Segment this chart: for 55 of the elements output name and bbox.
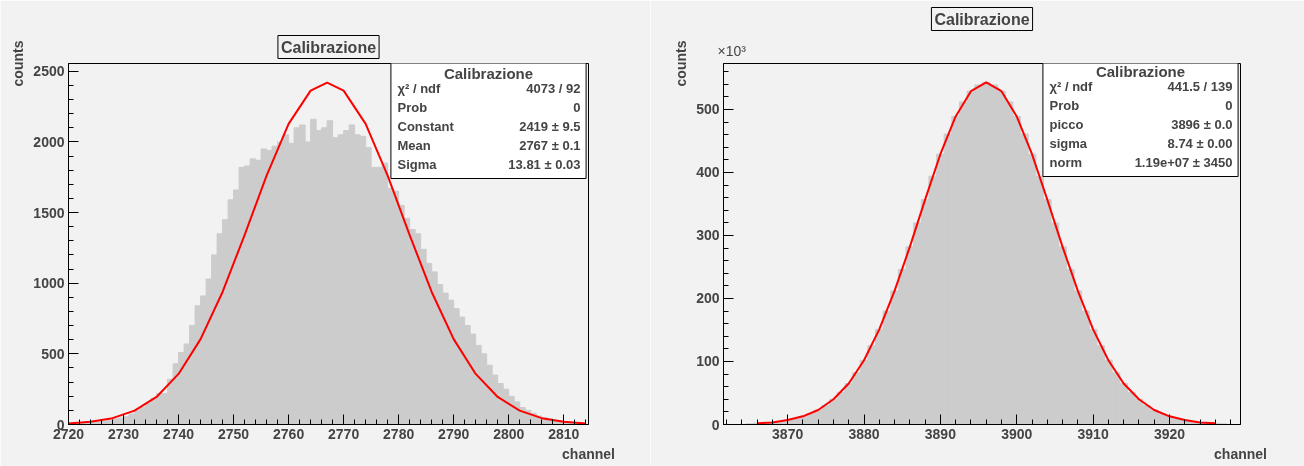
y-tick-label: 2500	[33, 63, 65, 80]
annotation: sigma	[1049, 136, 1088, 151]
x-tick-label: 3900	[1001, 425, 1033, 442]
annotation: Sigma	[397, 157, 438, 172]
annotation: 441.5 / 139	[1167, 79, 1233, 94]
y-tick-label: 100	[696, 353, 720, 370]
annotation: Calibrazione	[1095, 62, 1186, 80]
annotation: χ² / ndf	[397, 81, 442, 96]
y-tick-label: 500	[696, 101, 720, 118]
y-tick-label: 200	[696, 290, 720, 307]
annotation: Constant	[397, 119, 455, 134]
x-axis-title: channel	[1214, 445, 1267, 462]
chart-title: Calibrazione	[280, 38, 377, 56]
annotation: 2767 ± 0.1	[519, 138, 581, 153]
y-tick-label: 500	[41, 345, 65, 362]
y-tick-label: 0	[711, 416, 720, 433]
annotation: 1.19e+07 ± 3450	[1134, 155, 1233, 170]
x-tick-label: 2740	[162, 425, 195, 442]
x-tick-label: 2750	[218, 425, 250, 442]
y-tick-label: 1000	[33, 275, 65, 292]
x-axis-title: channel	[562, 445, 615, 462]
y-tick-label: 400	[696, 164, 720, 181]
x-tick-label: 3910	[1077, 425, 1109, 442]
annotation: norm	[1049, 155, 1082, 170]
annotation: Prob	[397, 100, 428, 115]
x-tick-label: 2780	[383, 425, 415, 442]
y-tick-label: 1500	[33, 204, 65, 221]
y-tick-label: 300	[696, 227, 720, 244]
annotation: 3896 ± 0.0	[1171, 117, 1233, 132]
x-tick-label: 2800	[493, 425, 525, 442]
x-tick-label: 3890	[924, 425, 957, 442]
annotation: Prob	[1049, 98, 1080, 113]
x-tick-label: 3880	[848, 425, 880, 442]
y-tick-label: 2000	[33, 133, 65, 150]
annotation: picco	[1049, 117, 1084, 132]
x-tick-label: 2760	[273, 425, 305, 442]
annotation: Calibrazione	[443, 64, 534, 82]
annotation: 2419 ± 9.5	[519, 119, 581, 134]
annotation: 4073 / 92	[526, 81, 581, 96]
y-axis-title: counts	[673, 40, 690, 87]
x-tick-label: 2810	[548, 425, 580, 442]
x-tick-label: 2770	[328, 425, 360, 442]
y-axis-title: counts	[10, 40, 27, 87]
chart-title: Calibrazione	[934, 10, 1030, 28]
annotation: χ² / ndf	[1049, 79, 1094, 94]
annotation: 0	[573, 100, 581, 115]
x-tick-label: 3870	[772, 425, 804, 442]
annotation: 0	[1225, 98, 1233, 113]
x-tick-label: 2730	[107, 425, 140, 442]
x-tick-label: 3920	[1153, 425, 1186, 442]
annotation: 13.81 ± 0.03	[508, 157, 581, 172]
annotation: 8.74 ± 0.00	[1167, 136, 1233, 151]
text: ×10³	[717, 42, 747, 59]
annotation: Mean	[397, 138, 431, 153]
x-tick-label: 2790	[438, 425, 470, 442]
